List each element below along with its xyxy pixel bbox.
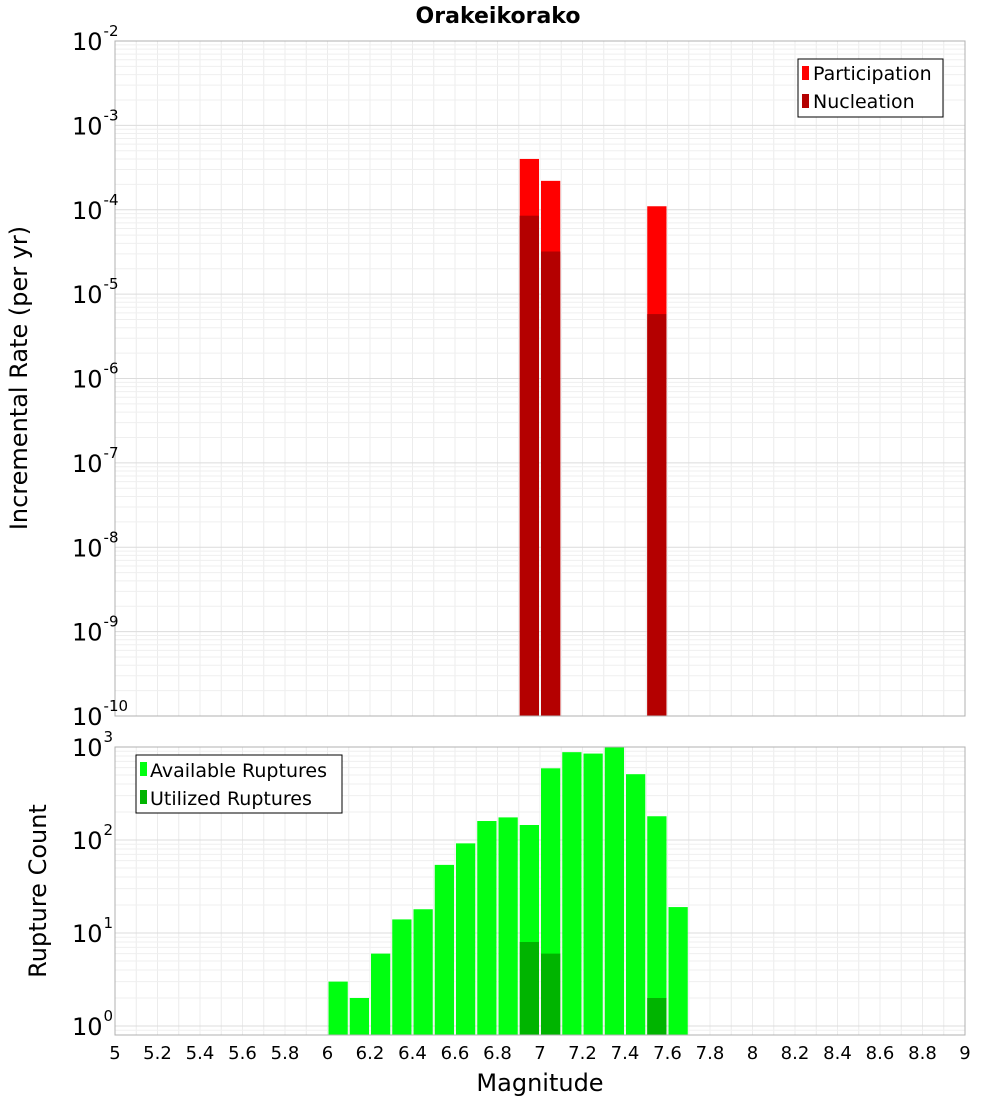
x-tick-label: 5.6 xyxy=(228,1043,257,1064)
available-ruptures-bar xyxy=(477,821,497,1035)
bottom-y-tick-labels: 100 101 102 103 xyxy=(72,728,113,1041)
bottom-y-axis-label: Rupture Count xyxy=(24,804,52,978)
x-tick-label: 7.2 xyxy=(568,1043,597,1064)
legend-label-available-ruptures: Available Ruptures xyxy=(150,760,327,782)
y-tick-label: 10-10 xyxy=(72,697,128,731)
x-axis-label: Magnitude xyxy=(476,1069,603,1097)
utilized-ruptures-bar xyxy=(647,997,667,1035)
x-tick-label: 5.8 xyxy=(271,1043,300,1064)
available-ruptures-bar xyxy=(456,843,476,1035)
bottom-legend-box xyxy=(135,754,343,814)
nucleation-bar xyxy=(541,251,561,716)
top-legend-box xyxy=(797,58,944,118)
utilized-ruptures-bar xyxy=(541,953,561,1035)
y-tick-label: 100 xyxy=(72,1007,113,1041)
x-tick-label: 5.4 xyxy=(186,1043,215,1064)
available-ruptures-bar xyxy=(626,774,646,1035)
available-ruptures-bar xyxy=(349,997,369,1035)
utilized-ruptures-bar xyxy=(519,942,539,1035)
nucleation-bar xyxy=(519,215,539,717)
available-ruptures-bar xyxy=(583,753,603,1035)
legend-label-participation: Participation xyxy=(813,63,932,85)
x-tick-label: 8.4 xyxy=(823,1043,852,1064)
bottom-legend: Available Ruptures Utilized Ruptures xyxy=(135,754,343,814)
y-tick-label: 10-9 xyxy=(72,613,119,647)
available-ruptures-bar xyxy=(413,909,433,1035)
legend-swatch-participation xyxy=(802,66,809,80)
available-ruptures-bar xyxy=(668,907,688,1035)
x-tick-label: 8 xyxy=(747,1043,758,1064)
x-tick-label: 7.4 xyxy=(611,1043,640,1064)
x-tick-label: 9 xyxy=(959,1043,970,1064)
x-tick-label: 7.8 xyxy=(696,1043,725,1064)
bottom-bars xyxy=(328,747,688,1035)
y-tick-label: 10-5 xyxy=(72,275,119,309)
legend-swatch-utilized-ruptures xyxy=(140,790,147,804)
available-ruptures-bar xyxy=(392,919,412,1035)
available-ruptures-bar xyxy=(434,864,454,1035)
available-ruptures-bar xyxy=(371,953,391,1035)
nucleation-bar xyxy=(647,314,667,716)
chart-title: Orakeikorako xyxy=(416,4,581,29)
legend-swatch-nucleation xyxy=(802,94,809,108)
y-tick-label: 10-7 xyxy=(72,444,119,478)
x-tick-label: 5 xyxy=(109,1043,120,1064)
legend-label-nucleation: Nucleation xyxy=(813,91,915,113)
y-tick-label: 101 xyxy=(72,914,113,948)
x-tick-label: 5.2 xyxy=(143,1043,172,1064)
available-ruptures-bar xyxy=(647,816,667,1035)
y-tick-label: 102 xyxy=(72,821,113,855)
y-tick-label: 10-4 xyxy=(72,191,119,225)
x-tick-label: 8.2 xyxy=(781,1043,810,1064)
top-panel: 10-10 10-9 10-8 10-7 10-6 10-5 10-4 10-3 10-2 In… xyxy=(5,22,966,731)
y-tick-label: 10-3 xyxy=(72,106,119,140)
available-ruptures-bar xyxy=(498,817,518,1035)
available-ruptures-bar xyxy=(604,747,624,1035)
y-tick-label: 10-2 xyxy=(72,22,119,56)
x-tick-label: 6 xyxy=(322,1043,333,1064)
legend-label-utilized-ruptures: Utilized Ruptures xyxy=(150,788,312,810)
top-grid xyxy=(115,41,966,716)
top-legend: Participation Nucleation xyxy=(797,58,944,118)
available-ruptures-bar xyxy=(328,981,348,1035)
x-tick-label: 7.6 xyxy=(653,1043,682,1064)
x-tick-label: 6.6 xyxy=(441,1043,470,1064)
top-y-tick-labels: 10-10 10-9 10-8 10-7 10-6 10-5 10-4 10-3 10-2 xyxy=(72,22,128,731)
x-tick-label: 6.4 xyxy=(398,1043,427,1064)
bottom-panel: 100 101 102 103 5 5.2 5.4 5.6 5.8 6 6.2 6.4 6.6 6.8 7… xyxy=(24,728,971,1097)
available-ruptures-bar xyxy=(562,752,582,1035)
y-tick-label: 103 xyxy=(72,728,113,762)
x-tick-labels: 5 5.2 5.4 5.6 5.8 6 6.2 6.4 6.6 6.8 7 7.2 7.4 7.6 7.8 8… xyxy=(109,1043,970,1064)
top-plot-border xyxy=(114,40,966,717)
legend-swatch-available-ruptures xyxy=(140,762,147,776)
top-bars xyxy=(519,158,667,717)
x-tick-label: 6.8 xyxy=(483,1043,512,1064)
x-tick-label: 8.6 xyxy=(866,1043,895,1064)
x-tick-label: 7 xyxy=(534,1043,545,1064)
y-tick-label: 10-8 xyxy=(72,528,119,562)
x-tick-label: 8.8 xyxy=(908,1043,937,1064)
top-y-axis-label: Incremental Rate (per yr) xyxy=(5,226,33,530)
x-tick-label: 6.2 xyxy=(356,1043,385,1064)
y-tick-label: 10-6 xyxy=(72,360,119,394)
bottom-plot-border xyxy=(114,746,966,1036)
